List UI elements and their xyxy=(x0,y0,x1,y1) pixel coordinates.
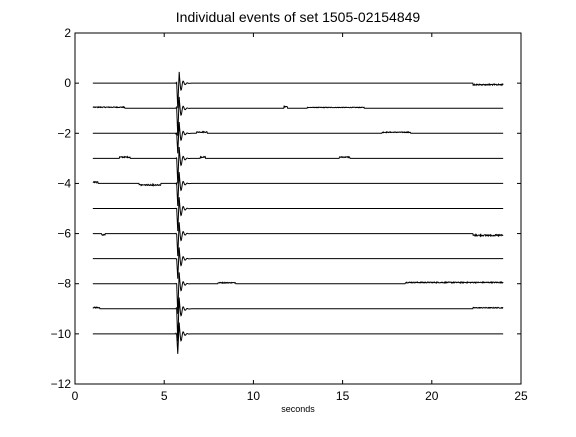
event-trace-0 xyxy=(92,71,504,109)
y-tick-label: −8 xyxy=(57,277,71,291)
y-tick-label: −12 xyxy=(51,377,72,391)
y-tick-label: 2 xyxy=(64,26,71,40)
event-trace-10 xyxy=(92,322,504,354)
x-tick-label: 5 xyxy=(161,389,168,403)
y-tick-label: −2 xyxy=(57,126,71,140)
y-tick-label: 0 xyxy=(64,76,71,90)
event-trace-4 xyxy=(92,172,504,207)
x-tick-label: 15 xyxy=(336,389,350,403)
x-tick-label: 25 xyxy=(514,389,528,403)
x-tick-label: 20 xyxy=(425,389,439,403)
y-tick-label: −10 xyxy=(51,327,72,341)
event-trace-2 xyxy=(92,121,504,154)
event-trace-9 xyxy=(92,297,504,342)
chart-title: Individual events of set 1505-02154849 xyxy=(176,9,421,25)
x-axis-ticks: 0 5 10 15 20 25 xyxy=(72,33,528,403)
plot-area-frame xyxy=(74,32,522,385)
event-trace-3 xyxy=(92,147,504,184)
y-tick-label: −4 xyxy=(57,176,71,190)
event-trace-7 xyxy=(92,247,504,279)
x-tick-label: 0 xyxy=(72,389,79,403)
event-traces xyxy=(92,71,504,354)
x-axis-label: seconds xyxy=(281,404,315,414)
x-tick-label: 10 xyxy=(247,389,261,403)
event-trace-1 xyxy=(92,96,504,136)
event-trace-8 xyxy=(92,272,504,314)
event-trace-5 xyxy=(92,197,504,232)
y-tick-label: −6 xyxy=(57,227,71,241)
event-trace-6 xyxy=(92,222,504,257)
